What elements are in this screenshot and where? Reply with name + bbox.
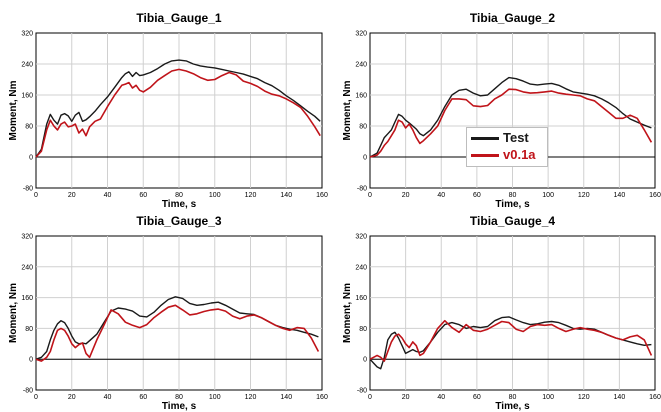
y-tick-label: 0 (29, 357, 33, 364)
y-tick-label: 160 (355, 93, 367, 100)
x-tick-label: 140 (280, 192, 292, 199)
series-line-v0-1a (35, 304, 320, 362)
series-line-v0-1a (35, 68, 321, 158)
x-tick-label: 40 (437, 394, 445, 401)
x-tick-label: 20 (402, 192, 410, 199)
x-tick-label: 100 (209, 394, 221, 401)
y-tick-label: 240 (21, 62, 33, 69)
series-line-v0-1a (369, 88, 653, 158)
series-line-test (369, 76, 652, 158)
x-axis-label: Time, s (162, 199, 197, 210)
x-tick-label: 160 (316, 394, 328, 401)
y-tick-label: -80 (357, 388, 367, 395)
chart-legend: Test v0.1a (466, 127, 548, 167)
x-axis-label: Time, s (162, 401, 197, 412)
legend-swatch-test (471, 137, 499, 140)
legend-item-v0-1a: v0.1a (471, 147, 547, 163)
y-tick-label: 320 (21, 31, 33, 38)
x-tick-label: 0 (368, 394, 372, 401)
y-tick-label: 0 (363, 155, 367, 162)
x-tick-label: 80 (509, 192, 517, 199)
y-tick-label: 240 (355, 62, 367, 69)
chart-2: 0 20 40 60 80 100 120 140 160-80080160240320Tibi… (342, 11, 661, 210)
x-tick-label: 0 (34, 192, 38, 199)
x-tick-label: 0 (34, 394, 38, 401)
chart-3: 0 20 40 60 80 100 120 140 160-80080160240320Tibi… (8, 214, 328, 412)
legend-swatch-v0-1a (471, 154, 499, 157)
x-tick-label: 40 (104, 192, 112, 199)
x-tick-label: 120 (578, 394, 590, 401)
series-line-test (35, 59, 321, 158)
x-tick-label: 20 (68, 394, 76, 401)
y-tick-label: 320 (355, 234, 367, 241)
x-tick-label: 160 (316, 192, 328, 199)
x-tick-label: 60 (473, 394, 481, 401)
y-tick-label: 0 (363, 357, 367, 364)
legend-item-test: Test (471, 130, 547, 146)
y-tick-label: 80 (359, 124, 367, 131)
x-tick-label: 60 (139, 394, 147, 401)
series-line-v0-1a (369, 319, 653, 362)
y-tick-label: -80 (23, 186, 33, 193)
y-tick-label: 80 (25, 124, 33, 131)
y-tick-label: -80 (357, 186, 367, 193)
chart-title: Tibia_Gauge_1 (136, 11, 221, 25)
x-tick-label: 80 (509, 394, 517, 401)
x-tick-label: 0 (368, 192, 372, 199)
y-tick-label: -80 (23, 388, 33, 395)
y-tick-label: 160 (355, 295, 367, 302)
x-tick-label: 40 (104, 394, 112, 401)
legend-label-test: Test (503, 130, 529, 145)
x-tick-label: 20 (68, 192, 76, 199)
legend-label-v0-1a: v0.1a (503, 147, 536, 162)
x-tick-label: 140 (280, 394, 292, 401)
x-tick-label: 40 (437, 192, 445, 199)
chart-title: Tibia_Gauge_3 (136, 214, 221, 228)
y-tick-label: 160 (21, 295, 33, 302)
x-tick-label: 140 (614, 192, 626, 199)
x-tick-label: 160 (649, 394, 661, 401)
x-tick-label: 120 (245, 394, 257, 401)
x-tick-label: 120 (245, 192, 257, 199)
y-tick-label: 240 (21, 264, 33, 271)
x-tick-label: 100 (209, 192, 221, 199)
y-tick-label: 160 (21, 93, 33, 100)
x-tick-label: 80 (175, 192, 183, 199)
y-tick-label: 240 (355, 264, 367, 271)
x-tick-label: 100 (542, 394, 554, 401)
chart-1: 0 20 40 60 80 100 120 140 160-80080160240320Tibi… (8, 11, 328, 210)
y-tick-label: 80 (25, 326, 33, 333)
x-tick-label: 160 (649, 192, 661, 199)
y-axis-label: Moment, Nm (8, 283, 19, 343)
x-axis-label: Time, s (495, 401, 530, 412)
x-tick-label: 60 (139, 192, 147, 199)
x-axis-label: Time, s (495, 199, 530, 210)
x-tick-label: 100 (542, 192, 554, 199)
x-tick-label: 80 (175, 394, 183, 401)
y-tick-label: 320 (21, 234, 33, 241)
chart-title: Tibia_Gauge_2 (470, 11, 555, 25)
x-tick-label: 140 (614, 394, 626, 401)
y-axis-label: Moment, Nm (342, 283, 353, 343)
chart-title: Tibia_Gauge_4 (470, 214, 555, 228)
x-tick-label: 60 (473, 192, 481, 199)
y-tick-label: 80 (359, 326, 367, 333)
y-axis-label: Moment, Nm (8, 80, 19, 140)
y-tick-label: 320 (355, 31, 367, 38)
x-tick-label: 120 (578, 192, 590, 199)
series-line-test (369, 316, 652, 370)
y-tick-label: 0 (29, 155, 33, 162)
y-axis-label: Moment, Nm (342, 80, 353, 140)
x-tick-label: 20 (402, 394, 410, 401)
chart-4: 0 20 40 60 80 100 120 140 160-80080160240320Tibi… (342, 214, 661, 412)
